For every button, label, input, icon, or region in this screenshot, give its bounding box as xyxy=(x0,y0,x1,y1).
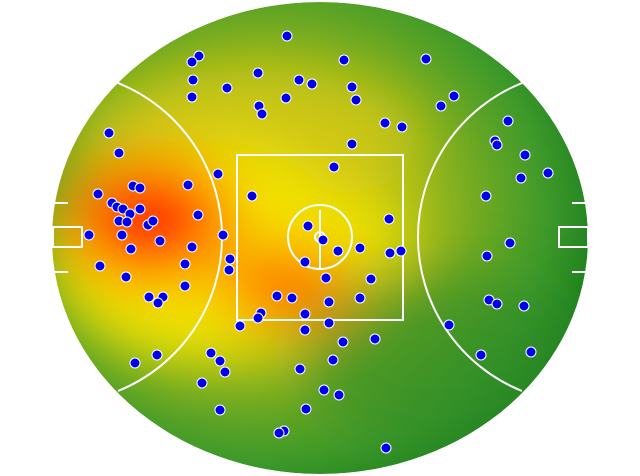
data-point xyxy=(246,190,258,202)
data-point xyxy=(121,216,133,228)
data-point xyxy=(151,349,163,361)
data-point xyxy=(286,292,298,304)
data-point xyxy=(281,30,293,42)
data-point xyxy=(318,384,330,396)
data-point xyxy=(383,213,395,225)
data-point xyxy=(299,256,311,268)
data-point xyxy=(217,229,229,241)
data-point xyxy=(502,115,514,127)
data-point xyxy=(103,127,115,139)
data-point xyxy=(134,203,146,215)
data-point xyxy=(294,363,306,375)
data-point xyxy=(186,241,198,253)
data-point xyxy=(182,179,194,191)
data-point xyxy=(299,308,311,320)
data-point xyxy=(448,90,460,102)
data-point xyxy=(234,320,246,332)
data-point xyxy=(83,229,95,241)
data-point xyxy=(214,355,226,367)
data-point xyxy=(481,250,493,262)
data-point xyxy=(186,56,198,68)
data-point xyxy=(491,139,503,151)
data-point xyxy=(525,346,537,358)
data-point xyxy=(299,324,311,336)
data-point xyxy=(293,74,305,86)
field-lines xyxy=(52,82,589,392)
data-point xyxy=(221,82,233,94)
data-point xyxy=(333,389,345,401)
data-point xyxy=(323,317,335,329)
data-point xyxy=(252,312,264,324)
data-point xyxy=(384,247,396,259)
data-point xyxy=(219,366,231,378)
data-point xyxy=(306,78,318,90)
data-point xyxy=(443,319,455,331)
data-point xyxy=(519,149,531,161)
data-point xyxy=(369,333,381,345)
data-point xyxy=(256,108,268,120)
data-point xyxy=(327,354,339,366)
data-point xyxy=(134,182,146,194)
data-point xyxy=(420,53,432,65)
data-point xyxy=(113,147,125,159)
data-point xyxy=(396,121,408,133)
data-point xyxy=(542,167,554,179)
data-point xyxy=(346,81,358,93)
data-point xyxy=(179,258,191,270)
data-point xyxy=(338,54,350,66)
data-point xyxy=(300,403,312,415)
data-point xyxy=(187,74,199,86)
data-point xyxy=(120,271,132,283)
data-point xyxy=(504,237,516,249)
data-point xyxy=(223,264,235,276)
data-point xyxy=(212,168,224,180)
data-point xyxy=(116,229,128,241)
data-point xyxy=(147,215,159,227)
data-point xyxy=(252,67,264,79)
data-point xyxy=(320,272,332,284)
data-point xyxy=(365,273,377,285)
data-point xyxy=(480,190,492,202)
data-point xyxy=(143,291,155,303)
data-point xyxy=(224,253,236,265)
data-point xyxy=(354,292,366,304)
data-point xyxy=(328,161,340,173)
data-point xyxy=(350,94,362,106)
data-point xyxy=(302,220,314,232)
data-point xyxy=(475,349,487,361)
data-point xyxy=(337,336,349,348)
data-point xyxy=(395,245,407,257)
data-point xyxy=(205,347,217,359)
data-point xyxy=(435,100,447,112)
data-point xyxy=(214,404,226,416)
data-point xyxy=(129,357,141,369)
data-point xyxy=(154,235,166,247)
data-point xyxy=(271,290,283,302)
data-point xyxy=(186,91,198,103)
data-point xyxy=(354,242,366,254)
data-point xyxy=(196,377,208,389)
data-point xyxy=(346,138,358,150)
data-point xyxy=(518,300,530,312)
data-point xyxy=(332,245,344,257)
data-point xyxy=(379,117,391,129)
data-point xyxy=(273,427,285,439)
data-point xyxy=(179,280,191,292)
data-point xyxy=(491,298,503,310)
data-point xyxy=(192,209,204,221)
data-point xyxy=(515,172,527,184)
data-point xyxy=(317,234,329,246)
data-point xyxy=(92,188,104,200)
data-point xyxy=(323,296,335,308)
data-point xyxy=(125,243,137,255)
data-point xyxy=(94,260,106,272)
data-point xyxy=(280,92,292,104)
data-point xyxy=(152,297,164,309)
data-point xyxy=(193,50,205,62)
data-point xyxy=(380,442,392,454)
